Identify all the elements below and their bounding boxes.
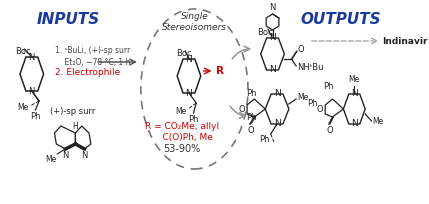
Text: N: N xyxy=(186,54,192,63)
Text: O: O xyxy=(248,126,254,135)
Text: Indinavir: Indinavir xyxy=(382,37,428,45)
Text: Ph: Ph xyxy=(308,100,318,109)
Text: N: N xyxy=(62,151,69,160)
Text: N: N xyxy=(269,65,276,74)
Text: N: N xyxy=(269,3,276,12)
Text: O: O xyxy=(297,45,304,54)
Text: N: N xyxy=(274,90,281,99)
Text: 2. Electrophile: 2. Electrophile xyxy=(54,68,120,77)
Text: R: R xyxy=(216,66,224,76)
Text: H: H xyxy=(73,122,78,131)
Text: NHᵗBu: NHᵗBu xyxy=(297,62,323,71)
Text: N: N xyxy=(81,151,88,160)
Text: Boc: Boc xyxy=(257,28,273,37)
Text: N: N xyxy=(269,33,276,42)
Text: 53-90%: 53-90% xyxy=(163,144,200,154)
Text: Me: Me xyxy=(372,118,384,126)
Text: Ph: Ph xyxy=(30,112,41,121)
Text: OUTPUTS: OUTPUTS xyxy=(300,12,381,27)
Text: 1. ˢBuLi, (+)-sp surr
    Et₂O, −78 °C, 1 h: 1. ˢBuLi, (+)-sp surr Et₂O, −78 °C, 1 h xyxy=(54,46,130,67)
Text: Ph: Ph xyxy=(188,115,199,124)
Text: N: N xyxy=(274,120,281,129)
Text: INPUTS: INPUTS xyxy=(36,12,100,27)
Text: Me: Me xyxy=(349,75,360,84)
Text: Ph: Ph xyxy=(323,82,333,91)
Text: Me: Me xyxy=(175,106,186,115)
Text: Me: Me xyxy=(17,103,28,112)
Text: N: N xyxy=(351,120,358,129)
Text: O: O xyxy=(239,104,245,113)
Text: (+)-sp surr: (+)-sp surr xyxy=(50,107,95,116)
Text: N: N xyxy=(186,89,192,98)
Text: N: N xyxy=(351,90,358,99)
Text: Ph: Ph xyxy=(259,135,270,144)
Text: Ph: Ph xyxy=(247,90,257,99)
Text: Me: Me xyxy=(297,93,308,102)
Text: O: O xyxy=(326,126,333,135)
Text: N: N xyxy=(29,52,35,61)
Text: Ph: Ph xyxy=(247,112,257,122)
Text: Boc: Boc xyxy=(176,49,191,58)
Text: O: O xyxy=(317,104,323,113)
Text: Boc: Boc xyxy=(15,47,30,56)
Text: Single
Stereoisomers: Single Stereoisomers xyxy=(162,12,227,32)
Text: N: N xyxy=(29,86,35,95)
Text: R = CO₂Me, allyl
    C(O)Ph, Me: R = CO₂Me, allyl C(O)Ph, Me xyxy=(145,122,219,142)
Text: Me: Me xyxy=(45,155,56,164)
